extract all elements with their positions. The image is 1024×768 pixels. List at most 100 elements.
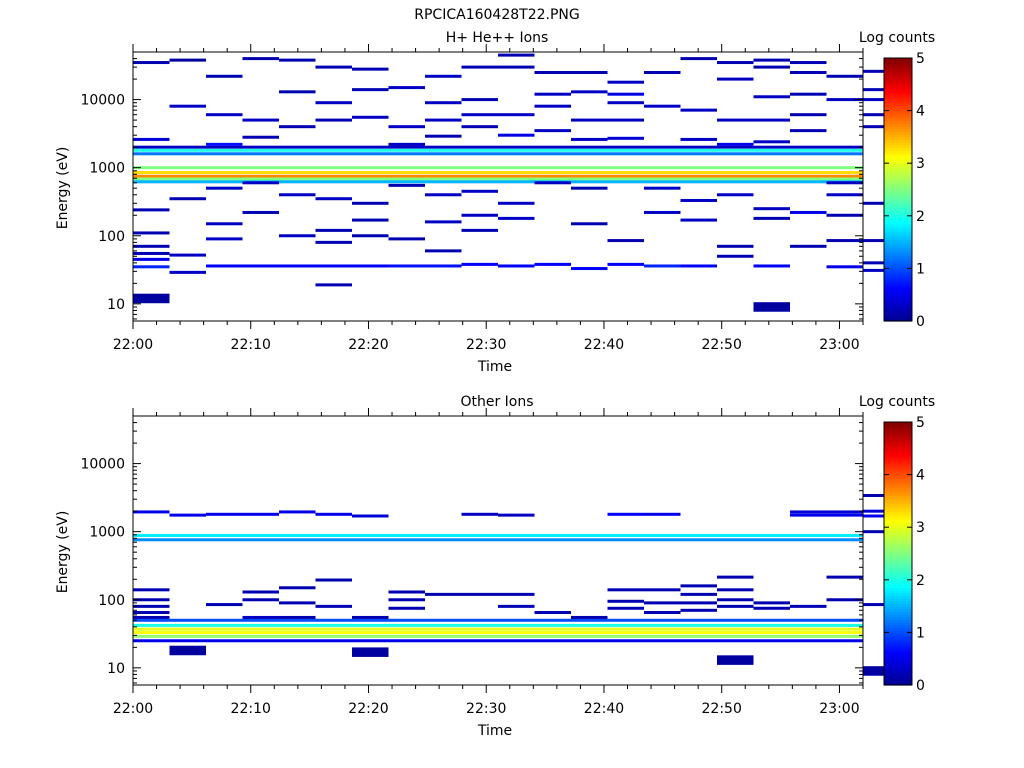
colorbar-segment — [884, 247, 912, 251]
heatmap-cell — [790, 244, 827, 248]
heatmap-band — [133, 618, 863, 622]
colorbar-segment — [884, 529, 912, 534]
heatmap-cell — [388, 86, 425, 90]
heatmap-cell — [863, 201, 900, 205]
y-tick-label: 10000 — [80, 457, 125, 473]
colorbar-frame — [883, 421, 913, 686]
colorbar-segment — [884, 422, 912, 426]
y-tick-label: 100 — [98, 229, 125, 245]
heatmap-cell — [425, 220, 462, 224]
colorbar-segment — [884, 542, 912, 547]
colorbar-segment — [884, 265, 912, 269]
colorbar-segment — [884, 157, 912, 162]
colorbar-segment — [884, 192, 912, 196]
heatmap-cell — [425, 592, 462, 596]
colorbar-segment — [884, 500, 912, 505]
colorbar-segment — [884, 474, 912, 478]
colorbar-segment — [884, 126, 912, 130]
colorbar-segment — [884, 450, 912, 455]
heatmap-band — [133, 170, 863, 174]
colorbar-segment — [884, 234, 912, 238]
colorbar-segment — [884, 498, 912, 502]
heatmap-cell — [717, 604, 754, 608]
colorbar-segment — [884, 134, 912, 138]
colorbar-segment — [884, 168, 912, 172]
colorbar-segment — [884, 564, 912, 568]
colorbar-segment — [884, 613, 912, 618]
heatmap-cell — [717, 118, 754, 122]
x-tick-label: 23:00 — [819, 337, 859, 353]
panel2-title: Other Ions — [460, 394, 533, 410]
colorbar-segment — [884, 590, 912, 594]
heatmap-cell — [790, 129, 827, 133]
heatmap-cell — [680, 584, 717, 588]
colorbar-segment — [884, 648, 912, 652]
colorbar-segment — [884, 677, 912, 681]
colorbar-segment — [884, 456, 912, 460]
heatmap-cell — [352, 615, 389, 619]
colorbar-segment — [884, 514, 912, 518]
colorbar-segment — [884, 129, 912, 133]
heatmap-cell — [315, 264, 352, 268]
colorbar-segment — [884, 299, 912, 304]
heatmap-cell — [717, 61, 754, 65]
heatmap-cell — [388, 598, 425, 602]
colorbar-segment — [884, 252, 912, 256]
colorbar-segment — [884, 284, 912, 288]
colorbar-segment — [884, 453, 912, 457]
colorbar-segment — [884, 110, 912, 114]
heatmap-cell — [388, 264, 425, 268]
colorbar-segment — [884, 84, 912, 88]
colorbar-segment — [884, 621, 912, 626]
heatmap-band — [133, 639, 863, 643]
heatmap-cell — [425, 249, 462, 253]
colorbar-segment — [884, 611, 912, 615]
heatmap-cell — [169, 104, 206, 108]
heatmap-cell — [352, 647, 389, 657]
colorbar-segment — [884, 305, 912, 309]
colorbar-segment — [884, 466, 912, 470]
heatmap-cell — [790, 510, 827, 514]
colorbar-segment — [884, 68, 912, 72]
colorbar-segment — [884, 458, 912, 463]
heatmap-cell — [461, 592, 498, 596]
heatmap-cell — [242, 118, 279, 122]
heatmap-cell — [571, 137, 608, 141]
heatmap-cell — [242, 598, 279, 602]
heatmap-cell — [279, 58, 316, 62]
colorbar-segment — [884, 663, 912, 668]
colorbar-tick-label: 2 — [916, 573, 925, 589]
heatmap-cell — [863, 88, 900, 92]
heatmap-cell — [753, 264, 790, 268]
heatmap-cell — [790, 604, 827, 608]
heatmap-cell — [206, 186, 243, 190]
colorbar-segment — [884, 445, 912, 449]
heatmap-cell — [644, 264, 681, 268]
heatmap-cell — [680, 57, 717, 61]
heatmap-cell — [863, 509, 900, 513]
heatmap-cell — [242, 512, 279, 516]
colorbar-segment — [884, 289, 912, 293]
colorbar-segment — [884, 160, 912, 164]
colorbar-segment — [884, 506, 912, 510]
colorbar-segment — [884, 165, 912, 170]
heatmap-cell — [169, 253, 206, 257]
heatmap-cell — [242, 615, 279, 619]
heatmap-band — [133, 166, 863, 170]
colorbar-segment — [884, 527, 912, 531]
colorbar-segment — [884, 292, 912, 296]
colorbar-segment — [884, 532, 912, 536]
heatmap-cell — [717, 142, 754, 146]
panel1-title: H+ He++ Ions — [446, 30, 549, 46]
heatmap-cell — [279, 510, 316, 514]
colorbar-segment — [884, 624, 912, 628]
colorbar-segment — [884, 100, 912, 104]
colorbar-segment — [884, 213, 912, 217]
heatmap-cell — [607, 588, 644, 592]
heatmap-cell — [315, 101, 352, 105]
colorbar-segment — [884, 186, 912, 191]
heatmap-cell — [753, 95, 790, 99]
heatmap-cell — [133, 265, 170, 269]
heatmap-cell — [315, 65, 352, 69]
